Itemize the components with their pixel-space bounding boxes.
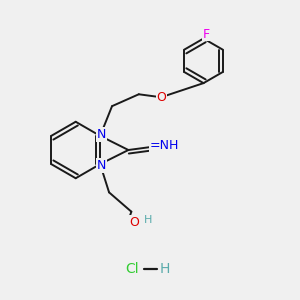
Text: O: O — [156, 91, 166, 104]
Text: N: N — [97, 128, 106, 141]
Text: =NH: =NH — [149, 139, 179, 152]
Text: H: H — [160, 262, 170, 276]
Text: Cl: Cl — [125, 262, 139, 276]
Text: F: F — [203, 28, 210, 40]
Text: N: N — [97, 159, 106, 172]
Text: H: H — [143, 215, 152, 225]
Text: O: O — [129, 216, 139, 229]
